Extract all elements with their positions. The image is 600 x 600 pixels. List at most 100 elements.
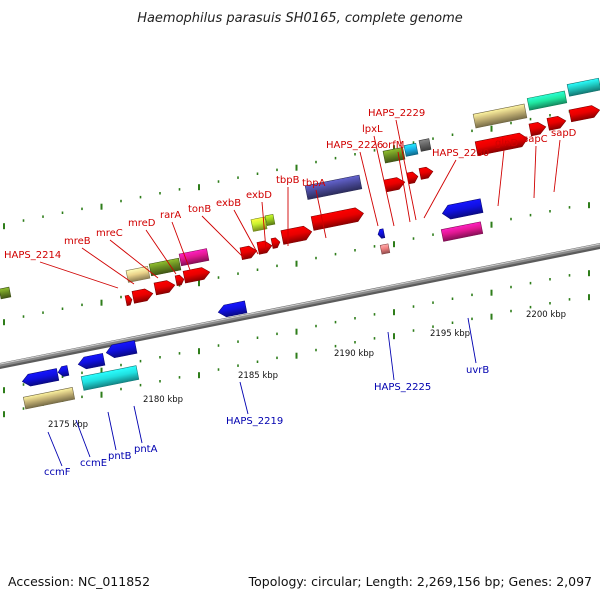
gene-shape (80, 365, 140, 391)
reverse-gene-label: ccmE (80, 458, 107, 469)
gene-feature (418, 166, 434, 180)
gene-feature (217, 300, 248, 318)
forward-gene-label: tbpB (276, 175, 300, 186)
scale-label: 2190 kbp (334, 349, 374, 359)
gene-shape (528, 122, 547, 137)
gene-shape (178, 248, 210, 267)
forward-gene-label: orfM (382, 140, 404, 151)
forward-leader-line (395, 119, 417, 221)
gene-shape (403, 142, 419, 157)
gene-shape (22, 387, 76, 410)
forward-leader-line (533, 145, 537, 199)
backbone-line (0, 243, 600, 367)
forward-gene-label: lpxL (362, 124, 383, 135)
gene-shape (21, 368, 60, 387)
forward-leader-line (423, 159, 457, 219)
forward-leader-line (145, 229, 177, 275)
gene-shape (250, 216, 268, 232)
gene-feature (250, 216, 268, 232)
forward-gene-label: mreC (96, 228, 123, 239)
gene-shape (239, 245, 258, 261)
gene-shape (568, 105, 600, 123)
gene-shape (270, 237, 281, 249)
gene-shape (182, 267, 211, 284)
gene-feature (125, 266, 151, 283)
gene-shape (124, 294, 133, 307)
gene-shape (304, 174, 363, 200)
gene-feature (474, 132, 528, 156)
scale-label: 2195 kbp (430, 329, 470, 339)
gene-feature (379, 243, 391, 255)
gene-feature (568, 105, 600, 123)
gene-feature (174, 274, 185, 287)
gene-shape (472, 103, 528, 129)
forward-gene-label: mreB (64, 236, 91, 247)
forward-leader-line (261, 201, 267, 251)
gene-shape (546, 116, 567, 131)
gene-feature (304, 174, 363, 200)
forward-gene-label: HAPS_2226 (326, 140, 383, 151)
reverse-gene-label: ccmF (44, 467, 71, 478)
forward-leader-line (109, 239, 159, 279)
gene-feature (153, 280, 176, 296)
reverse-gene-label: HAPS_2225 (374, 382, 431, 393)
forward-gene-label: HAPS_2230 (432, 148, 489, 159)
forward-gene-label: glnD (495, 138, 518, 149)
forward-leader-line (39, 261, 119, 289)
reverse-leader-line (107, 411, 117, 451)
gene-shape (57, 365, 70, 377)
gene-feature (441, 198, 484, 220)
gene-feature (178, 248, 210, 267)
gene-shape (131, 288, 154, 304)
reverse-gene-label: pntB (108, 451, 132, 462)
scale-label: 2200 kbp (526, 310, 566, 320)
gene-shape (105, 340, 138, 359)
gene-shape (526, 90, 568, 111)
forward-leader-line (315, 189, 327, 239)
topology-text: Topology: circular; Length: 2,269,156 bp… (248, 574, 592, 589)
gene-feature (472, 103, 528, 129)
gene-shape (310, 207, 364, 231)
gene-feature (546, 116, 567, 131)
label-leaders (39, 119, 561, 467)
reverse-leader-line (75, 419, 91, 458)
reverse-gene-label: HAPS_2219 (226, 416, 283, 427)
gene-feature (403, 142, 419, 157)
gene-feature (239, 245, 258, 261)
gene-shape (440, 221, 484, 242)
gene-feature (148, 257, 182, 277)
gene-feature (310, 207, 364, 231)
forward-leader-line (81, 247, 135, 285)
forward-leader-line (397, 151, 411, 223)
reverse-leader-line (387, 331, 395, 381)
gene-shape (0, 286, 12, 300)
scale-label: 2185 kbp (238, 371, 278, 381)
gene-shape (153, 280, 176, 296)
scale-label: 2180 kbp (143, 395, 183, 405)
scale-labels: 2175 kbp 2180 kbp 2185 kbp 2190 kbp 2195 kbp… (48, 310, 566, 430)
gene-shape (125, 266, 151, 283)
gene-shape (566, 77, 600, 97)
reverse-leader-line (467, 317, 477, 364)
gene-feature (270, 237, 281, 249)
gene-feature (526, 90, 568, 111)
gene-shape (77, 353, 106, 370)
gene-shape (418, 166, 434, 180)
gene-shape (256, 240, 273, 255)
reverse-leader-line (47, 431, 63, 467)
forward-gene-label: mreD (128, 218, 156, 229)
forward-gene-label: tonB (188, 204, 211, 215)
gene-feature (0, 286, 12, 300)
map-title: Haemophilus parasuis SH0165, complete ge… (137, 11, 463, 26)
gene-feature (256, 240, 273, 255)
reverse-leader-line (239, 381, 249, 415)
gene-shape (280, 225, 313, 245)
gene-shape (441, 198, 484, 220)
gene-feature (377, 228, 386, 239)
scale-label: 2175 kbp (48, 420, 88, 430)
forward-gene-label: HAPS_2229 (368, 108, 425, 119)
gene-shape (379, 243, 391, 255)
gene-feature (264, 213, 276, 227)
